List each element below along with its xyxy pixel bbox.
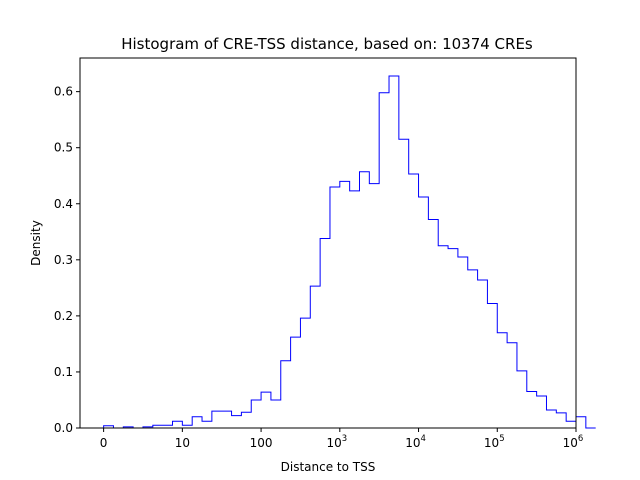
x-axis-ticks: 0 10 100 103 104 105 106 (100, 428, 584, 450)
histogram-outline (103, 75, 596, 429)
x-tick-label: 0 (100, 436, 108, 450)
y-tick-label: 0.6 (54, 85, 73, 99)
y-tick-label: 0.5 (54, 141, 73, 155)
x-tick-label: 106 (563, 434, 584, 450)
x-tick-label: 104 (405, 434, 426, 450)
x-axis-label: Distance to TSS (281, 460, 376, 474)
y-axis-label: Density (29, 220, 43, 266)
y-tick-label: 0.1 (54, 365, 73, 379)
y-tick-label: 0.3 (54, 253, 73, 267)
x-tick-label: 100 (250, 436, 273, 450)
x-tick-label: 105 (484, 434, 505, 450)
x-tick-label: 10 (175, 436, 190, 450)
chart-title: Histogram of CRE-TSS distance, based on:… (121, 35, 533, 53)
y-tick-label: 0.2 (54, 309, 73, 323)
y-axis-ticks: 0.0 0.1 0.2 0.3 0.4 0.5 0.6 (54, 85, 80, 435)
y-tick-label: 0.4 (54, 197, 73, 211)
y-tick-label: 0.0 (54, 421, 73, 435)
plot-frame (79, 57, 577, 429)
x-tick-label: 103 (326, 434, 347, 450)
